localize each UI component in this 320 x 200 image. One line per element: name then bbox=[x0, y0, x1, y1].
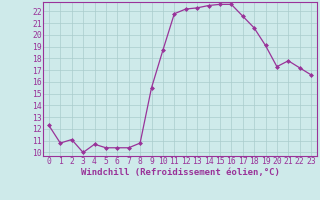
X-axis label: Windchill (Refroidissement éolien,°C): Windchill (Refroidissement éolien,°C) bbox=[81, 168, 279, 177]
